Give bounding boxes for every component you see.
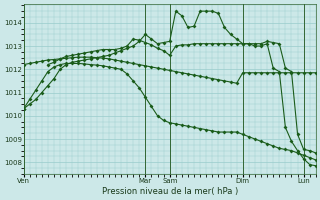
X-axis label: Pression niveau de la mer( hPa ): Pression niveau de la mer( hPa ) (101, 187, 238, 196)
